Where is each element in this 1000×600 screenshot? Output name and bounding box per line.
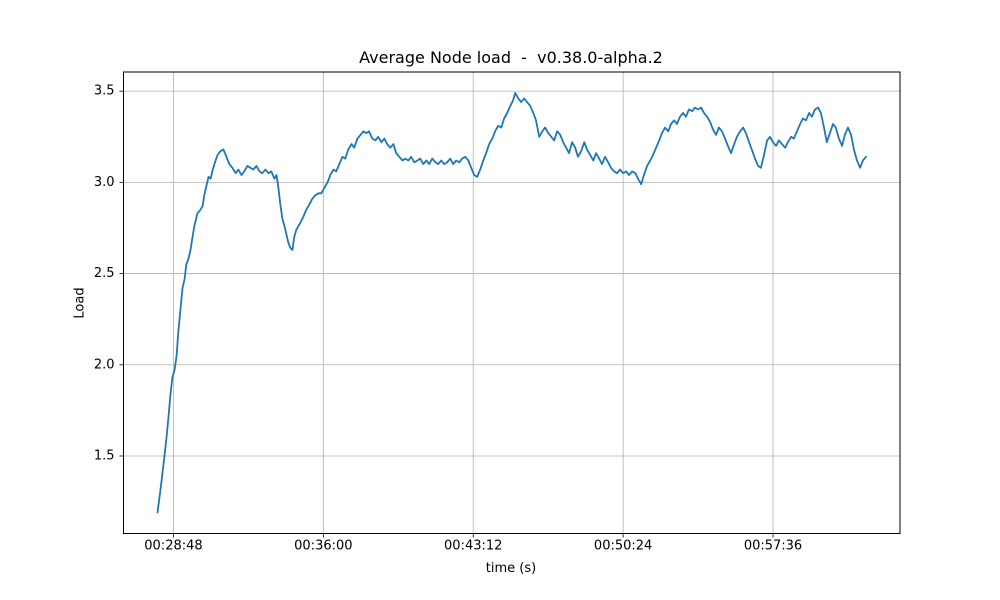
y-tick-label: 2.0 — [94, 357, 115, 372]
series-line-average-node-load — [156, 92, 867, 514]
x-tick-label: 00:57:36 — [744, 538, 802, 553]
y-axis-label: Load — [72, 287, 88, 319]
y-tick-label: 3.5 — [94, 84, 115, 99]
x-tick-label: 00:28:48 — [144, 538, 202, 553]
plot-border — [123, 71, 901, 534]
y-tick-label: 1.5 — [94, 448, 115, 463]
x-axis-label: time (s) — [485, 561, 537, 576]
x-tick-label: 00:50:24 — [594, 538, 652, 553]
y-tick-label: 2.5 — [94, 266, 115, 281]
x-tick-label: 00:36:00 — [294, 538, 352, 553]
x-tick-label: 00:43:12 — [444, 538, 502, 553]
chart-title: Average Node load - v0.38.0-alpha.2 — [359, 48, 663, 67]
y-tick-label: 3.0 — [94, 175, 115, 190]
